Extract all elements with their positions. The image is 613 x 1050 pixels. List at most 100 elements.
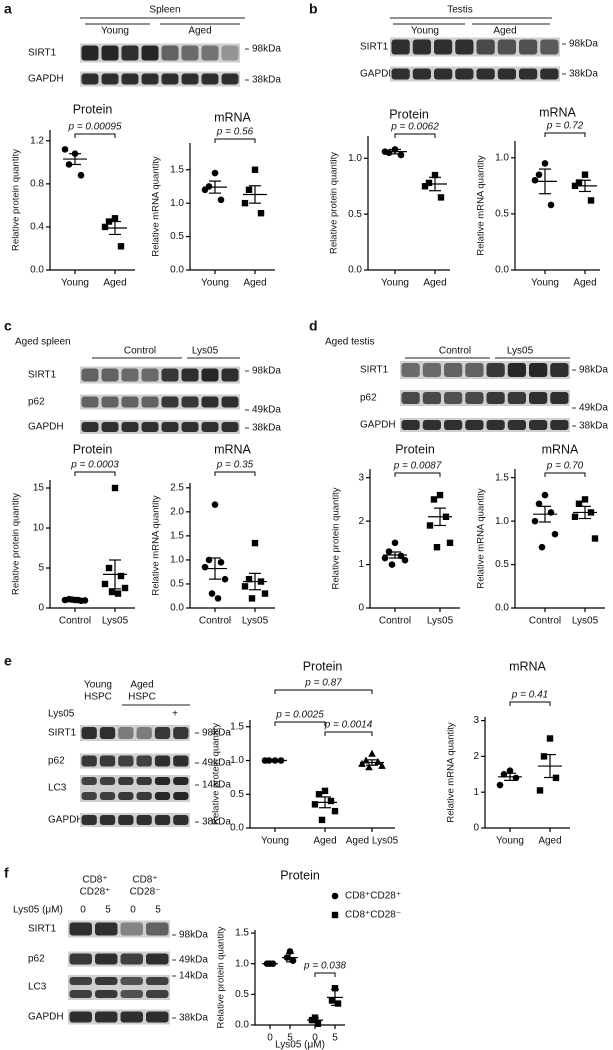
plot-title: Protein (73, 102, 113, 116)
row-label: SIRT1 (28, 924, 57, 935)
band (550, 392, 569, 404)
y-tick-label: 0.0 (348, 265, 362, 276)
band (99, 755, 116, 767)
plot-title: Protein (303, 659, 343, 673)
band (181, 422, 199, 432)
plot-title: mRNA (509, 659, 546, 673)
blot-background (80, 394, 240, 410)
y-axis-label: Relative mRNA quantity (476, 155, 487, 256)
row-label: GAPDH (48, 815, 84, 826)
blot-background (400, 418, 570, 432)
band (69, 977, 92, 985)
data-point (374, 757, 382, 765)
p-value: p = 0.0025 (275, 710, 324, 721)
group-label: Young (101, 26, 129, 37)
data-point (214, 595, 222, 602)
significance-bracket (544, 472, 586, 477)
panel-letter: f (4, 865, 9, 881)
y-axis-label: Relative protein quantity (211, 723, 222, 825)
y-tick-label: 1.5 (170, 164, 184, 175)
panel-letter: d (309, 318, 318, 334)
band (422, 420, 441, 430)
group-label: Aged (130, 680, 153, 691)
data-point (437, 194, 445, 201)
y-tick-label: 2 (473, 751, 479, 762)
row-label: p62 (48, 756, 65, 767)
y-axis-label: Relative mRNA quantity (151, 495, 162, 596)
plot-title: mRNA (539, 105, 576, 119)
data-point (397, 151, 405, 159)
marker-label: 98kDa (252, 366, 281, 377)
group-label: Young (411, 26, 439, 37)
plot-title: mRNA (214, 110, 251, 124)
p-value: p = 0.87 (304, 678, 342, 689)
data-point (311, 801, 319, 808)
data-point (315, 791, 323, 798)
significance-bracket (214, 471, 256, 476)
data-point (531, 517, 539, 525)
row-label: GAPDH (360, 420, 396, 431)
marker-label: 98kDa (569, 39, 598, 50)
band (81, 368, 99, 382)
row-label: SIRT1 (360, 42, 389, 53)
band (95, 977, 118, 985)
band (173, 727, 189, 739)
data-point (318, 816, 326, 824)
p-value: p = 0.35 (216, 460, 254, 471)
data-point (328, 997, 336, 1004)
marker-label: 14kDa (179, 971, 208, 982)
band (476, 68, 495, 80)
band (550, 363, 569, 377)
band (540, 68, 559, 80)
data-point (77, 171, 85, 179)
y-tick-label: 1.0 (495, 516, 509, 527)
blot-title: Spleen (149, 5, 180, 16)
band (444, 363, 463, 377)
band (99, 777, 116, 785)
band (201, 45, 219, 61)
band (69, 1011, 92, 1023)
group-label: HSPC (128, 692, 156, 703)
band (101, 422, 119, 432)
x-tick-label: Young (201, 278, 229, 289)
data-point (538, 543, 546, 551)
data-point (101, 580, 109, 588)
band (201, 368, 219, 382)
band (146, 990, 169, 998)
band (519, 39, 538, 55)
blot-title: Aged testis (325, 337, 374, 348)
blot-background (80, 43, 240, 63)
blot-background (400, 361, 570, 379)
band (81, 45, 99, 61)
significance-bracket (274, 721, 326, 726)
y-tick-label: 1 (358, 559, 364, 570)
group-label: CD28⁻ (130, 887, 161, 898)
y-tick-label: 0.0 (495, 603, 509, 614)
data-point (401, 556, 409, 564)
band (95, 922, 118, 936)
plot-title: mRNA (542, 442, 579, 456)
data-point (391, 539, 399, 547)
treatment-value: 0 (130, 905, 136, 916)
data-point (245, 575, 253, 583)
x-tick-label: Aged Lys05 (346, 836, 399, 847)
y-tick-label: 0.5 (170, 579, 184, 590)
data-point (368, 749, 376, 757)
blot-title: Testis (447, 5, 473, 16)
x-tick-label: Young (496, 836, 524, 847)
data-point (430, 496, 438, 503)
band (201, 422, 219, 432)
data-point (114, 590, 122, 597)
band (146, 977, 169, 985)
significance-bracket (274, 689, 373, 694)
x-tick-label: Aged (423, 278, 446, 289)
y-tick-label: 10 (33, 523, 45, 534)
marker-label: 49kDa (579, 403, 608, 414)
data-point (251, 539, 259, 547)
band (154, 755, 171, 767)
row-label: SIRT1 (28, 48, 57, 59)
y-tick-label: 0.5 (495, 209, 509, 220)
band (81, 73, 99, 85)
band (99, 727, 116, 739)
